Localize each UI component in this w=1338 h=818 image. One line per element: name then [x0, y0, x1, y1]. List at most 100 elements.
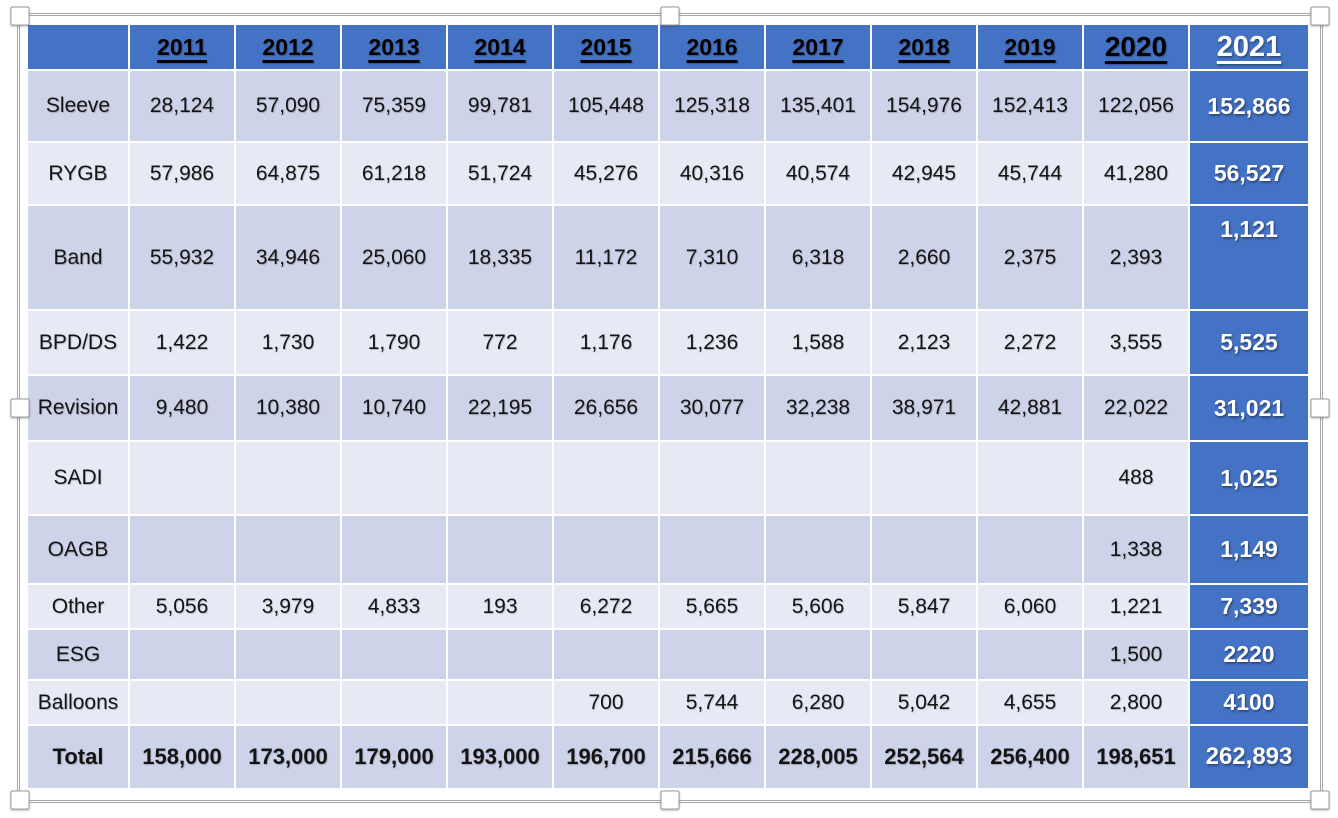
- cell-sadi-2012[interactable]: [236, 442, 342, 516]
- cell-total-2018[interactable]: 252,564: [872, 726, 978, 790]
- cell-oagb-2013[interactable]: [342, 516, 448, 585]
- cell-sadi-2014[interactable]: [448, 442, 554, 516]
- cell-other-2018[interactable]: 5,847: [872, 585, 978, 630]
- cell-oagb-2011[interactable]: [130, 516, 236, 585]
- cell-oagb-2015[interactable]: [554, 516, 660, 585]
- header-2013[interactable]: 2013: [342, 25, 448, 71]
- cell-sleeve-2016[interactable]: 125,318: [660, 71, 766, 143]
- cell-oagb-2012[interactable]: [236, 516, 342, 585]
- resize-handle-bottom-right[interactable]: [1310, 790, 1330, 810]
- cell-sadi-2021[interactable]: 1,025: [1190, 442, 1310, 516]
- cell-rygb-2018[interactable]: 42,945: [872, 143, 978, 206]
- cell-other-2020[interactable]: 1,221: [1084, 585, 1190, 630]
- cell-balloons-2016[interactable]: 5,744: [660, 681, 766, 726]
- header-2019[interactable]: 2019: [978, 25, 1084, 71]
- cell-sadi-2018[interactable]: [872, 442, 978, 516]
- cell-balloons-2011[interactable]: [130, 681, 236, 726]
- cell-esg-2020[interactable]: 1,500: [1084, 630, 1190, 681]
- header-2016[interactable]: 2016: [660, 25, 766, 71]
- cell-oagb-2021[interactable]: 1,149: [1190, 516, 1310, 585]
- cell-revision-2014[interactable]: 22,195: [448, 376, 554, 442]
- cell-esg-2013[interactable]: [342, 630, 448, 681]
- row-label-bpd-ds[interactable]: BPD/DS: [28, 311, 130, 376]
- cell-total-2016[interactable]: 215,666: [660, 726, 766, 790]
- cell-balloons-2020[interactable]: 2,800: [1084, 681, 1190, 726]
- cell-revision-2021[interactable]: 31,021: [1190, 376, 1310, 442]
- cell-rygb-2017[interactable]: 40,574: [766, 143, 872, 206]
- cell-oagb-2014[interactable]: [448, 516, 554, 585]
- cell-revision-2011[interactable]: 9,480: [130, 376, 236, 442]
- cell-sleeve-2012[interactable]: 57,090: [236, 71, 342, 143]
- cell-sadi-2020[interactable]: 488: [1084, 442, 1190, 516]
- cell-rygb-2011[interactable]: 57,986: [130, 143, 236, 206]
- cell-band-2021[interactable]: 1,121: [1190, 206, 1310, 311]
- cell-total-2015[interactable]: 196,700: [554, 726, 660, 790]
- cell-balloons-2012[interactable]: [236, 681, 342, 726]
- cell-sadi-2019[interactable]: [978, 442, 1084, 516]
- cell-esg-2015[interactable]: [554, 630, 660, 681]
- header-2020[interactable]: 2020: [1084, 25, 1190, 71]
- resize-handle-bottom-left[interactable]: [10, 790, 30, 810]
- cell-balloons-2021[interactable]: 4100: [1190, 681, 1310, 726]
- cell-total-2012[interactable]: 173,000: [236, 726, 342, 790]
- cell-bpd-ds-2015[interactable]: 1,176: [554, 311, 660, 376]
- cell-band-2011[interactable]: 55,932: [130, 206, 236, 311]
- cell-band-2018[interactable]: 2,660: [872, 206, 978, 311]
- cell-oagb-2020[interactable]: 1,338: [1084, 516, 1190, 585]
- row-label-balloons[interactable]: Balloons: [28, 681, 130, 726]
- cell-esg-2019[interactable]: [978, 630, 1084, 681]
- cell-balloons-2015[interactable]: 700: [554, 681, 660, 726]
- row-label-rygb[interactable]: RYGB: [28, 143, 130, 206]
- row-label-total[interactable]: Total: [28, 726, 130, 790]
- cell-bpd-ds-2014[interactable]: 772: [448, 311, 554, 376]
- cell-total-2017[interactable]: 228,005: [766, 726, 872, 790]
- cell-rygb-2020[interactable]: 41,280: [1084, 143, 1190, 206]
- cell-rygb-2012[interactable]: 64,875: [236, 143, 342, 206]
- row-label-other[interactable]: Other: [28, 585, 130, 630]
- cell-revision-2020[interactable]: 22,022: [1084, 376, 1190, 442]
- cell-bpd-ds-2011[interactable]: 1,422: [130, 311, 236, 376]
- resize-handle-top-left[interactable]: [10, 6, 30, 26]
- header-2011[interactable]: 2011: [130, 25, 236, 71]
- cell-rygb-2016[interactable]: 40,316: [660, 143, 766, 206]
- cell-balloons-2014[interactable]: [448, 681, 554, 726]
- cell-esg-2014[interactable]: [448, 630, 554, 681]
- cell-other-2015[interactable]: 6,272: [554, 585, 660, 630]
- cell-other-2019[interactable]: 6,060: [978, 585, 1084, 630]
- cell-balloons-2018[interactable]: 5,042: [872, 681, 978, 726]
- cell-other-2012[interactable]: 3,979: [236, 585, 342, 630]
- cell-sleeve-2015[interactable]: 105,448: [554, 71, 660, 143]
- cell-sleeve-2011[interactable]: 28,124: [130, 71, 236, 143]
- cell-revision-2018[interactable]: 38,971: [872, 376, 978, 442]
- resize-handle-middle-left[interactable]: [10, 398, 30, 418]
- cell-band-2014[interactable]: 18,335: [448, 206, 554, 311]
- cell-rygb-2019[interactable]: 45,744: [978, 143, 1084, 206]
- cell-bpd-ds-2021[interactable]: 5,525: [1190, 311, 1310, 376]
- cell-other-2013[interactable]: 4,833: [342, 585, 448, 630]
- cell-revision-2019[interactable]: 42,881: [978, 376, 1084, 442]
- cell-esg-2012[interactable]: [236, 630, 342, 681]
- cell-esg-2018[interactable]: [872, 630, 978, 681]
- row-label-sleeve[interactable]: Sleeve: [28, 71, 130, 143]
- cell-sadi-2013[interactable]: [342, 442, 448, 516]
- cell-bpd-ds-2016[interactable]: 1,236: [660, 311, 766, 376]
- cell-oagb-2019[interactable]: [978, 516, 1084, 585]
- resize-handle-top-middle[interactable]: [660, 6, 680, 26]
- cell-band-2012[interactable]: 34,946: [236, 206, 342, 311]
- header-2018[interactable]: 2018: [872, 25, 978, 71]
- cell-sadi-2015[interactable]: [554, 442, 660, 516]
- row-label-revision[interactable]: Revision: [28, 376, 130, 442]
- row-label-band[interactable]: Band: [28, 206, 130, 311]
- header-2017[interactable]: 2017: [766, 25, 872, 71]
- corner-cell[interactable]: [28, 25, 130, 71]
- cell-rygb-2015[interactable]: 45,276: [554, 143, 660, 206]
- cell-total-2013[interactable]: 179,000: [342, 726, 448, 790]
- cell-bpd-ds-2018[interactable]: 2,123: [872, 311, 978, 376]
- cell-bpd-ds-2020[interactable]: 3,555: [1084, 311, 1190, 376]
- cell-total-2014[interactable]: 193,000: [448, 726, 554, 790]
- cell-rygb-2021[interactable]: 56,527: [1190, 143, 1310, 206]
- cell-other-2021[interactable]: 7,339: [1190, 585, 1310, 630]
- cell-other-2017[interactable]: 5,606: [766, 585, 872, 630]
- cell-esg-2011[interactable]: [130, 630, 236, 681]
- cell-sleeve-2018[interactable]: 154,976: [872, 71, 978, 143]
